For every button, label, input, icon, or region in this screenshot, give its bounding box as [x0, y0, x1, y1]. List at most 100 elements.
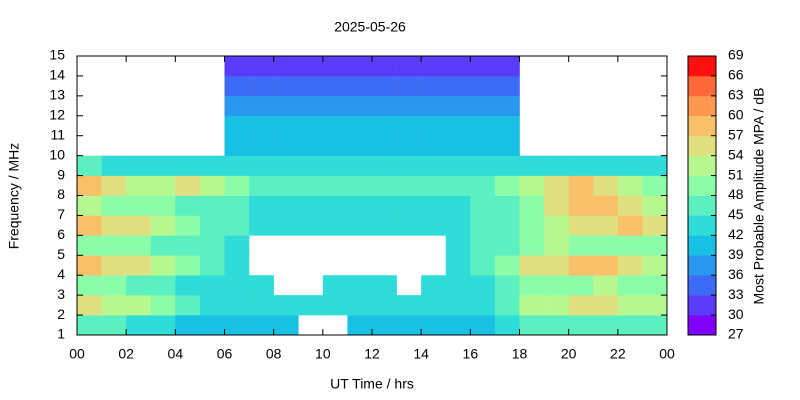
colorbar-segment — [688, 175, 716, 196]
x-tick-label: 12 — [364, 346, 380, 362]
heatmap-cell — [347, 135, 373, 156]
heatmap-cell — [273, 115, 299, 137]
heatmap-cell — [445, 175, 471, 196]
colorbar-tick-label: 36 — [728, 266, 744, 282]
heatmap-cell — [175, 175, 201, 196]
heatmap-cell — [199, 255, 225, 276]
heatmap-cell — [347, 75, 373, 97]
heatmap-cell — [494, 75, 520, 97]
heatmap-cell — [494, 175, 520, 196]
heatmap-cell — [494, 56, 520, 77]
heatmap-cell — [568, 235, 594, 256]
heatmap-cell — [126, 235, 152, 256]
heatmap-cell — [593, 155, 619, 176]
heatmap-cell — [642, 275, 668, 296]
heatmap-cell — [494, 135, 520, 156]
heatmap-cell — [445, 215, 471, 236]
heatmap-cell — [249, 295, 274, 316]
heatmap-cell — [494, 215, 520, 236]
heatmap-cell — [642, 315, 668, 336]
heatmap-cell — [298, 115, 324, 137]
heatmap-cell — [445, 275, 471, 296]
heatmap-cell — [77, 315, 102, 336]
chart-title: 2025-05-26 — [334, 19, 406, 35]
heatmap-cell — [273, 75, 299, 97]
heatmap-cell — [249, 56, 274, 77]
heatmap-cell — [347, 175, 373, 196]
heatmap-cell — [642, 175, 668, 196]
heatmap-cell — [421, 275, 447, 296]
y-tick-label: 7 — [57, 206, 65, 222]
heatmap-cell — [199, 215, 225, 236]
heatmap-cell — [494, 115, 520, 137]
heatmap-cell — [372, 56, 397, 77]
heatmap-cell — [249, 75, 274, 97]
heatmap-cell — [322, 56, 348, 77]
heatmap-cell — [298, 215, 324, 236]
heatmap-cell — [298, 95, 324, 117]
colorbar-tick-label: 33 — [728, 286, 744, 302]
y-tick-label: 3 — [57, 286, 65, 302]
heatmap-cell — [568, 175, 594, 196]
heatmap-cell — [593, 295, 619, 316]
heatmap-cell — [199, 155, 225, 176]
heatmap-cell — [322, 135, 348, 156]
x-tick-label: 16 — [463, 346, 479, 362]
heatmap-cell — [470, 255, 496, 276]
heatmap-cell — [322, 215, 348, 236]
heatmap-cell — [519, 315, 545, 336]
x-tick-label: 20 — [561, 346, 577, 362]
heatmap-cell — [150, 195, 176, 216]
heatmap-cell — [126, 275, 152, 296]
heatmap-cell — [347, 195, 373, 216]
heatmap-cell — [494, 275, 520, 296]
heatmap-cell — [396, 155, 422, 176]
heatmap-cell — [372, 295, 397, 316]
heatmap-cell — [273, 135, 299, 156]
colorbar-tick-label: 42 — [728, 226, 744, 242]
heatmap-cell — [396, 56, 422, 77]
heatmap-cell — [199, 295, 225, 316]
heatmap-cell — [519, 255, 545, 276]
heatmap-cell — [396, 95, 422, 117]
heatmap-cell — [372, 155, 397, 176]
heatmap-cell — [470, 275, 496, 296]
heatmap-cell — [77, 235, 102, 256]
x-tick-label: 22 — [610, 346, 626, 362]
heatmap-cell — [470, 215, 496, 236]
heatmap-cell — [249, 195, 274, 216]
heatmap-cell — [544, 275, 569, 296]
colorbar-segment — [688, 95, 716, 117]
heatmap-cell — [593, 275, 619, 296]
heatmap-cell — [347, 155, 373, 176]
colorbar-tick-label: 27 — [728, 326, 744, 342]
heatmap-cell — [77, 295, 102, 316]
heatmap-cell — [298, 295, 324, 316]
heatmap-cell — [519, 155, 545, 176]
heatmap-cell — [224, 235, 250, 256]
heatmap-cell — [298, 155, 324, 176]
heatmap-cell — [568, 155, 594, 176]
colorbar-segment — [688, 56, 716, 77]
x-tick-label: 00 — [659, 346, 675, 362]
heatmap-cell — [593, 215, 619, 236]
heatmap-cell — [101, 295, 127, 316]
heatmap-cell — [372, 95, 397, 117]
colorbar-label: Most Probable Amplitude MPA / dB — [751, 88, 767, 305]
heatmap-cell — [347, 315, 373, 336]
heatmap-cell — [494, 255, 520, 276]
x-tick-label: 02 — [118, 346, 134, 362]
heatmap-cell — [150, 215, 176, 236]
heatmap-cell — [175, 275, 201, 296]
heatmap-cell — [322, 95, 348, 117]
y-axis-label: Frequency / MHz — [6, 143, 22, 250]
heatmap-cell — [150, 155, 176, 176]
heatmap-cell — [224, 56, 250, 77]
heatmap-cell — [101, 155, 127, 176]
heatmap-cell — [298, 56, 324, 77]
heatmap-cell — [347, 95, 373, 117]
heatmap-cell — [617, 235, 643, 256]
heatmap-cell — [445, 135, 471, 156]
heatmap-cell — [199, 275, 225, 296]
